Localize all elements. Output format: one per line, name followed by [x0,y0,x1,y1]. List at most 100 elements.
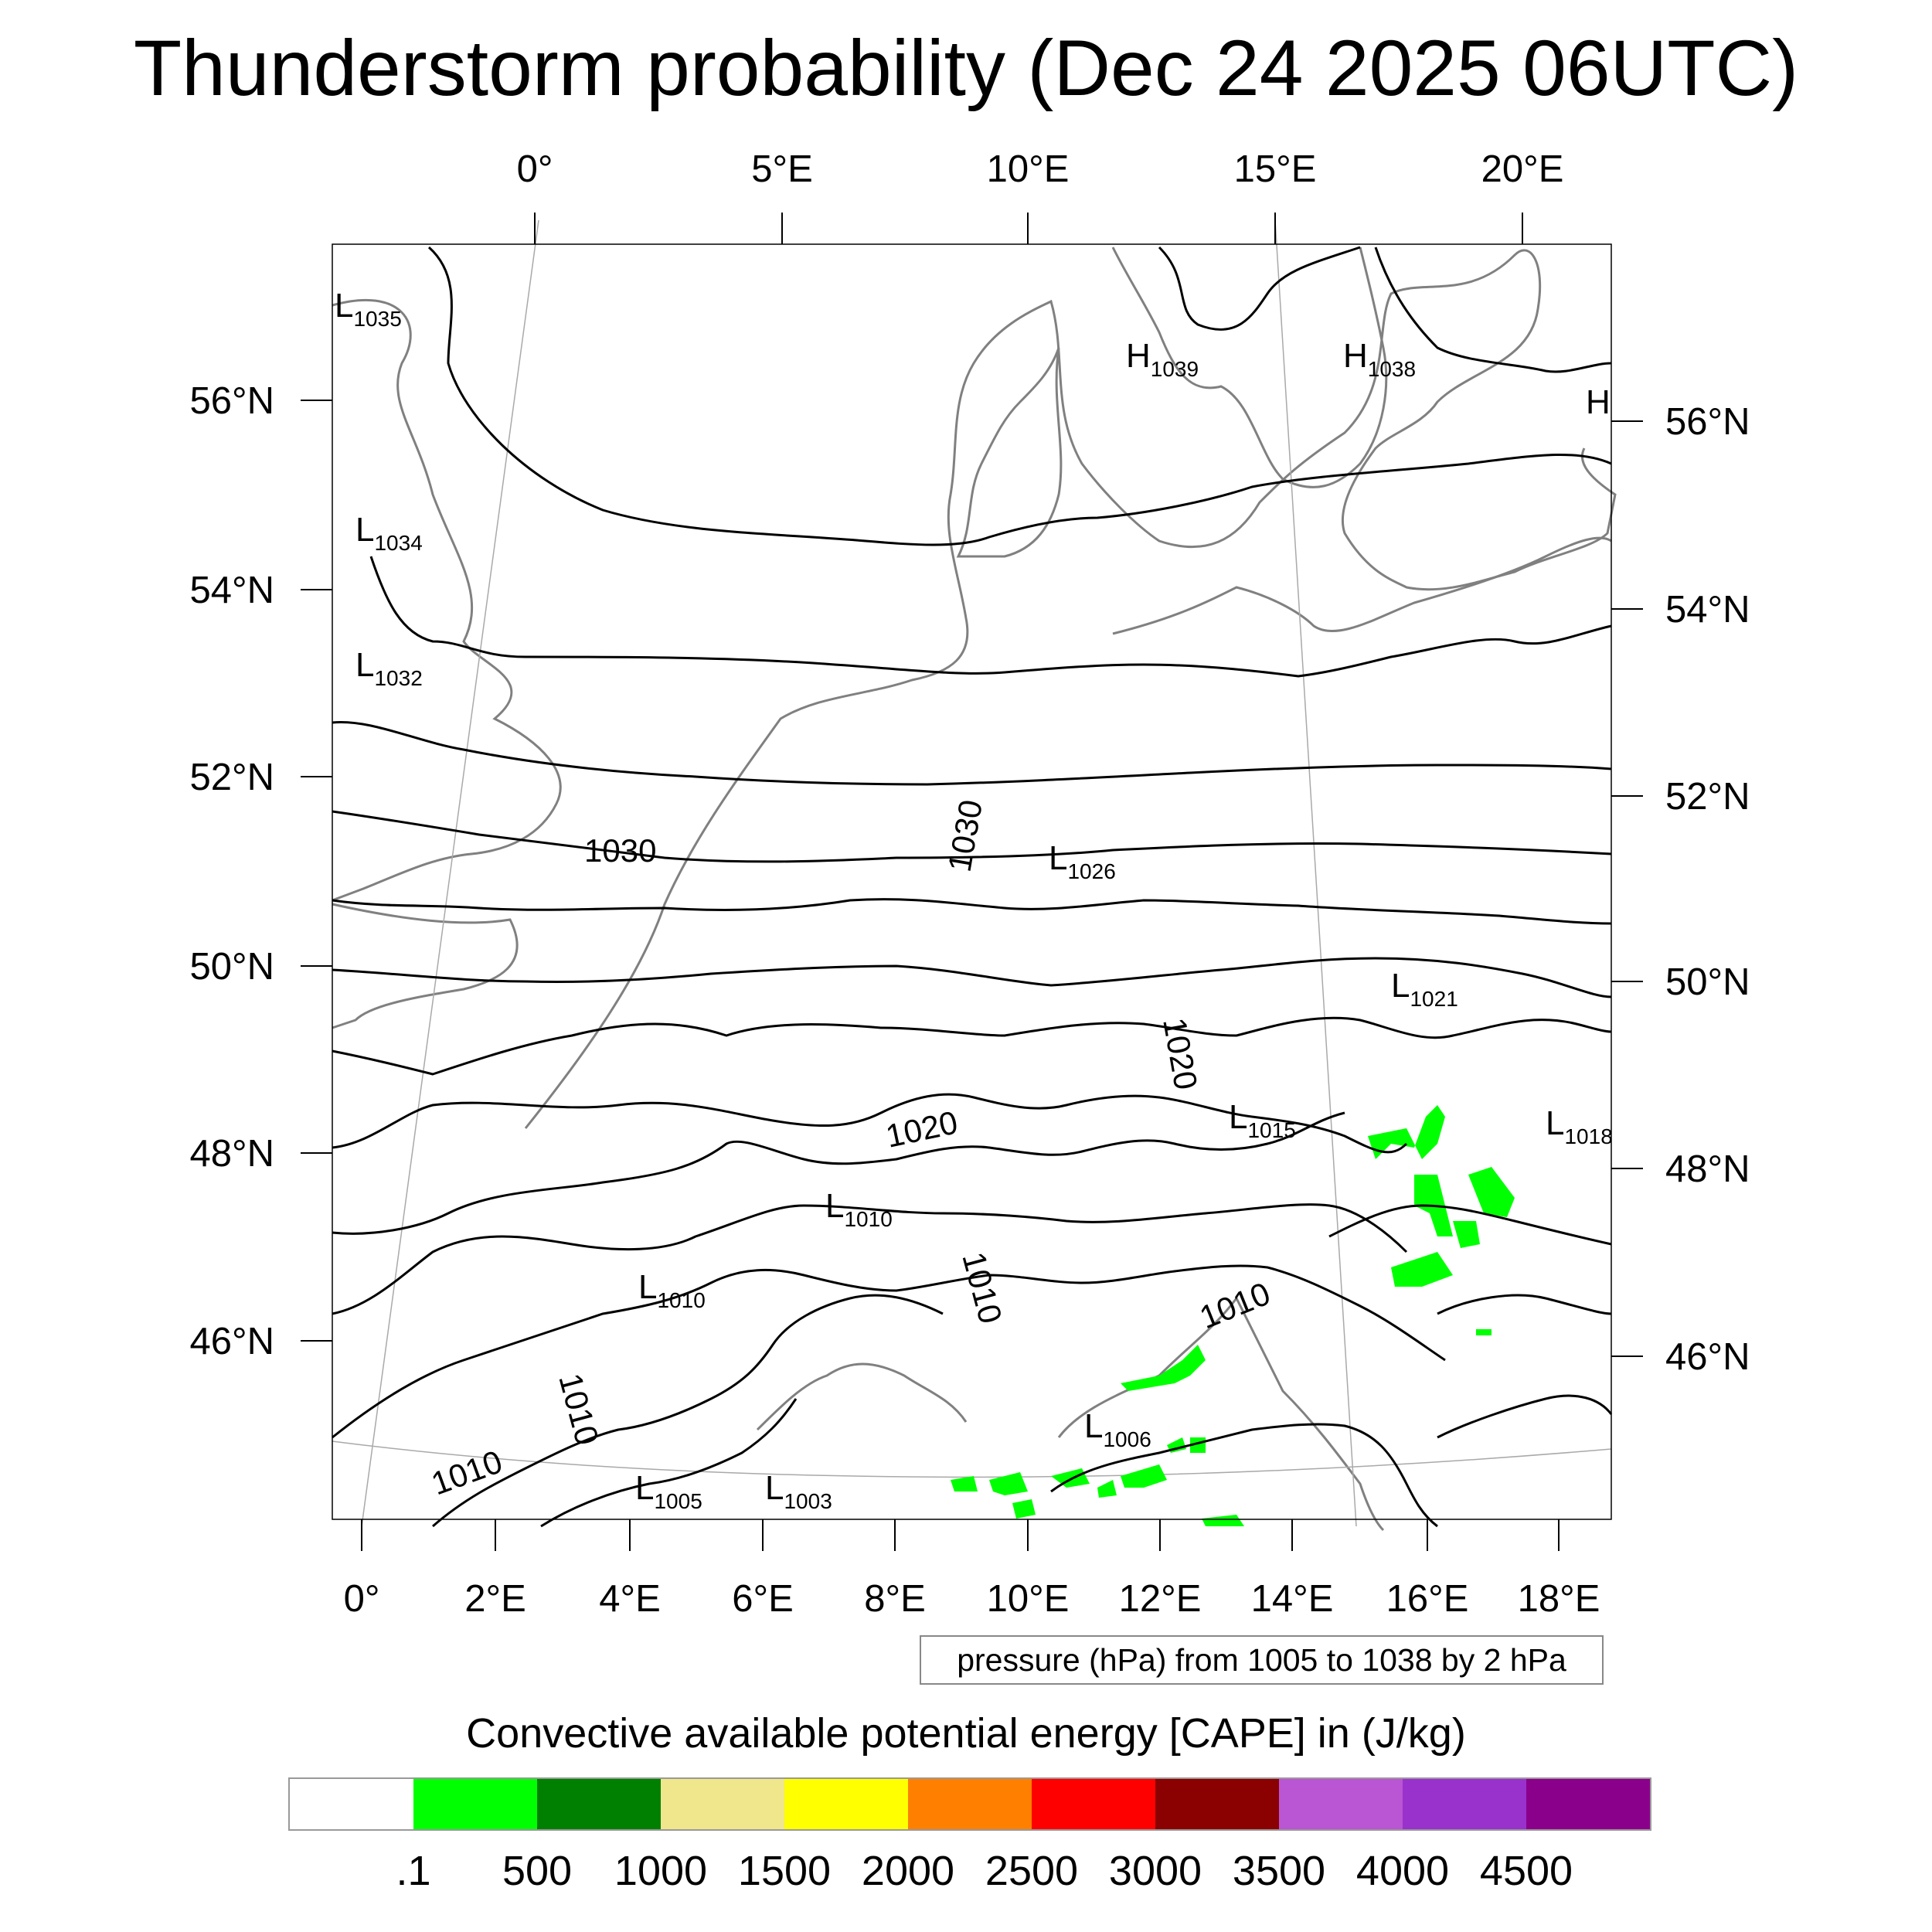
colorbar-swatch [1032,1779,1155,1829]
axis-labels: 0° 5°E 10°E 15°E 20°E 0° 2°E 4°E 6°E 8°E… [190,148,1750,1620]
colorbar-tick-label: 2000 [861,1848,955,1894]
axis-ticks [301,213,1643,1551]
isobar [332,720,1612,786]
top-axis-label: 15°E [1234,148,1317,190]
parallel-45N [332,1440,1612,1478]
bottom-axis-label: 8°E [864,1578,926,1620]
colorbar-tick-label: 3000 [1108,1848,1202,1894]
colorbar-tick-label: 3500 [1232,1848,1326,1894]
low-center: L1006 [1084,1407,1151,1451]
cape-patch [1202,1515,1244,1526]
graticule [332,219,1612,1527]
left-axis-label: 56°N [190,380,274,422]
cape-patch [1012,1499,1036,1519]
isobar [332,810,1612,863]
high-center: H [1586,383,1611,421]
cape-patch [1051,1468,1090,1488]
isobar [1050,1423,1438,1528]
contour-label: 1010 [552,1369,606,1448]
plot-frame [332,243,1612,1520]
colorbar-swatch [1526,1779,1650,1829]
colorbar-tick-label: .1 [396,1848,431,1894]
low-center: L1034 [355,511,423,555]
colorbar-swatch [908,1779,1032,1829]
bottom-axis-label: 14°E [1251,1578,1334,1620]
top-axis-label: 20°E [1481,148,1564,190]
colorbar-swatch [1155,1779,1279,1829]
bottom-axis-label: 12°E [1119,1578,1202,1620]
coastline-britain-south [332,903,519,1029]
colorbar-tick-label: 4500 [1479,1848,1573,1894]
right-axis-label: 46°N [1665,1336,1750,1378]
colorbar-swatch [290,1779,413,1829]
colorbar-swatch [1279,1779,1403,1829]
isobar [428,246,1612,546]
isobar [369,556,1612,678]
cape-patch [1097,1480,1117,1498]
bottom-axis-label: 2°E [464,1578,526,1620]
contour-label: 1010 [955,1248,1009,1327]
top-axis-label: 10°E [987,148,1070,190]
pressure-centers: L1035 L1034 L1032 H1039 H1038 H L1026 L1… [335,287,1613,1513]
isobar [332,1016,1612,1076]
right-axis-label: 52°N [1665,776,1750,818]
contour-label: 1020 [1156,1015,1205,1092]
high-center: H1039 [1126,337,1199,381]
cape-patch [1468,1167,1515,1217]
bottom-axis-label: 10°E [987,1578,1070,1620]
map-title: Thunderstorm probability (Dec 24 2025 06… [133,24,1799,112]
cape-patch [1368,1105,1445,1159]
bottom-axis-label: 18°E [1518,1578,1600,1620]
left-axis-label: 52°N [190,757,274,798]
isobar [1437,1294,1612,1315]
cape-patch [1476,1329,1492,1335]
isobar [1374,247,1612,373]
contour-label: 1020 [883,1104,961,1154]
isobar [332,898,1612,925]
bottom-axis-label: 0° [344,1578,380,1620]
contour-label: 1030 [941,797,990,874]
cape-patch [1453,1221,1480,1248]
low-center: L1026 [1049,839,1116,883]
isobar [1158,246,1361,331]
coastline-scandinavia [1111,247,1388,488]
cape-patch [1121,1464,1167,1488]
coastline-britain [332,298,562,902]
right-axis-label: 54°N [1665,589,1750,631]
low-center: L1021 [1391,967,1458,1011]
right-axis-label: 56°N [1665,401,1750,443]
isobar [332,1111,1345,1235]
low-center: L1015 [1229,1098,1296,1142]
left-axis-label: 54°N [190,570,274,611]
contour-label: 1010 [1195,1275,1275,1336]
right-axis-label: 50°N [1665,961,1750,1003]
coastline-continent [524,249,1617,1129]
coastlines [332,247,1617,1532]
top-axis-label: 5°E [751,148,813,190]
cape-patch [1391,1252,1453,1287]
colorbar-title: Convective available potential energy [C… [466,1710,1466,1757]
left-axis-label: 48°N [190,1133,274,1175]
colorbar-swatch [537,1779,661,1829]
isobars [332,246,1613,1528]
colorbar-tick-label: 4000 [1355,1848,1450,1894]
contour-labels: 1030 1030 1020 1020 1010 1010 1010 1010 [427,797,1275,1502]
bottom-axis-label: 4°E [599,1578,661,1620]
bottom-axis-label: 16°E [1386,1578,1469,1620]
isobar [332,957,1612,998]
low-center: L1010 [825,1187,893,1231]
colorbar-tick-label: 1000 [614,1848,708,1894]
meridian-15E [1274,219,1357,1527]
bottom-axis-label: 6°E [732,1578,794,1620]
isobar [432,1294,944,1528]
meridian-0 [361,219,539,1527]
colorbar-tick-label: 1500 [737,1848,832,1894]
low-center: L1018 [1546,1104,1613,1148]
colorbar-swatch [661,1779,784,1829]
colorbar-tick-label: 2500 [985,1848,1079,1894]
low-center: L1032 [355,646,423,690]
cape-patch [1121,1345,1206,1391]
coastline-baltic-south [1112,536,1612,635]
cape-patch [951,1476,978,1492]
